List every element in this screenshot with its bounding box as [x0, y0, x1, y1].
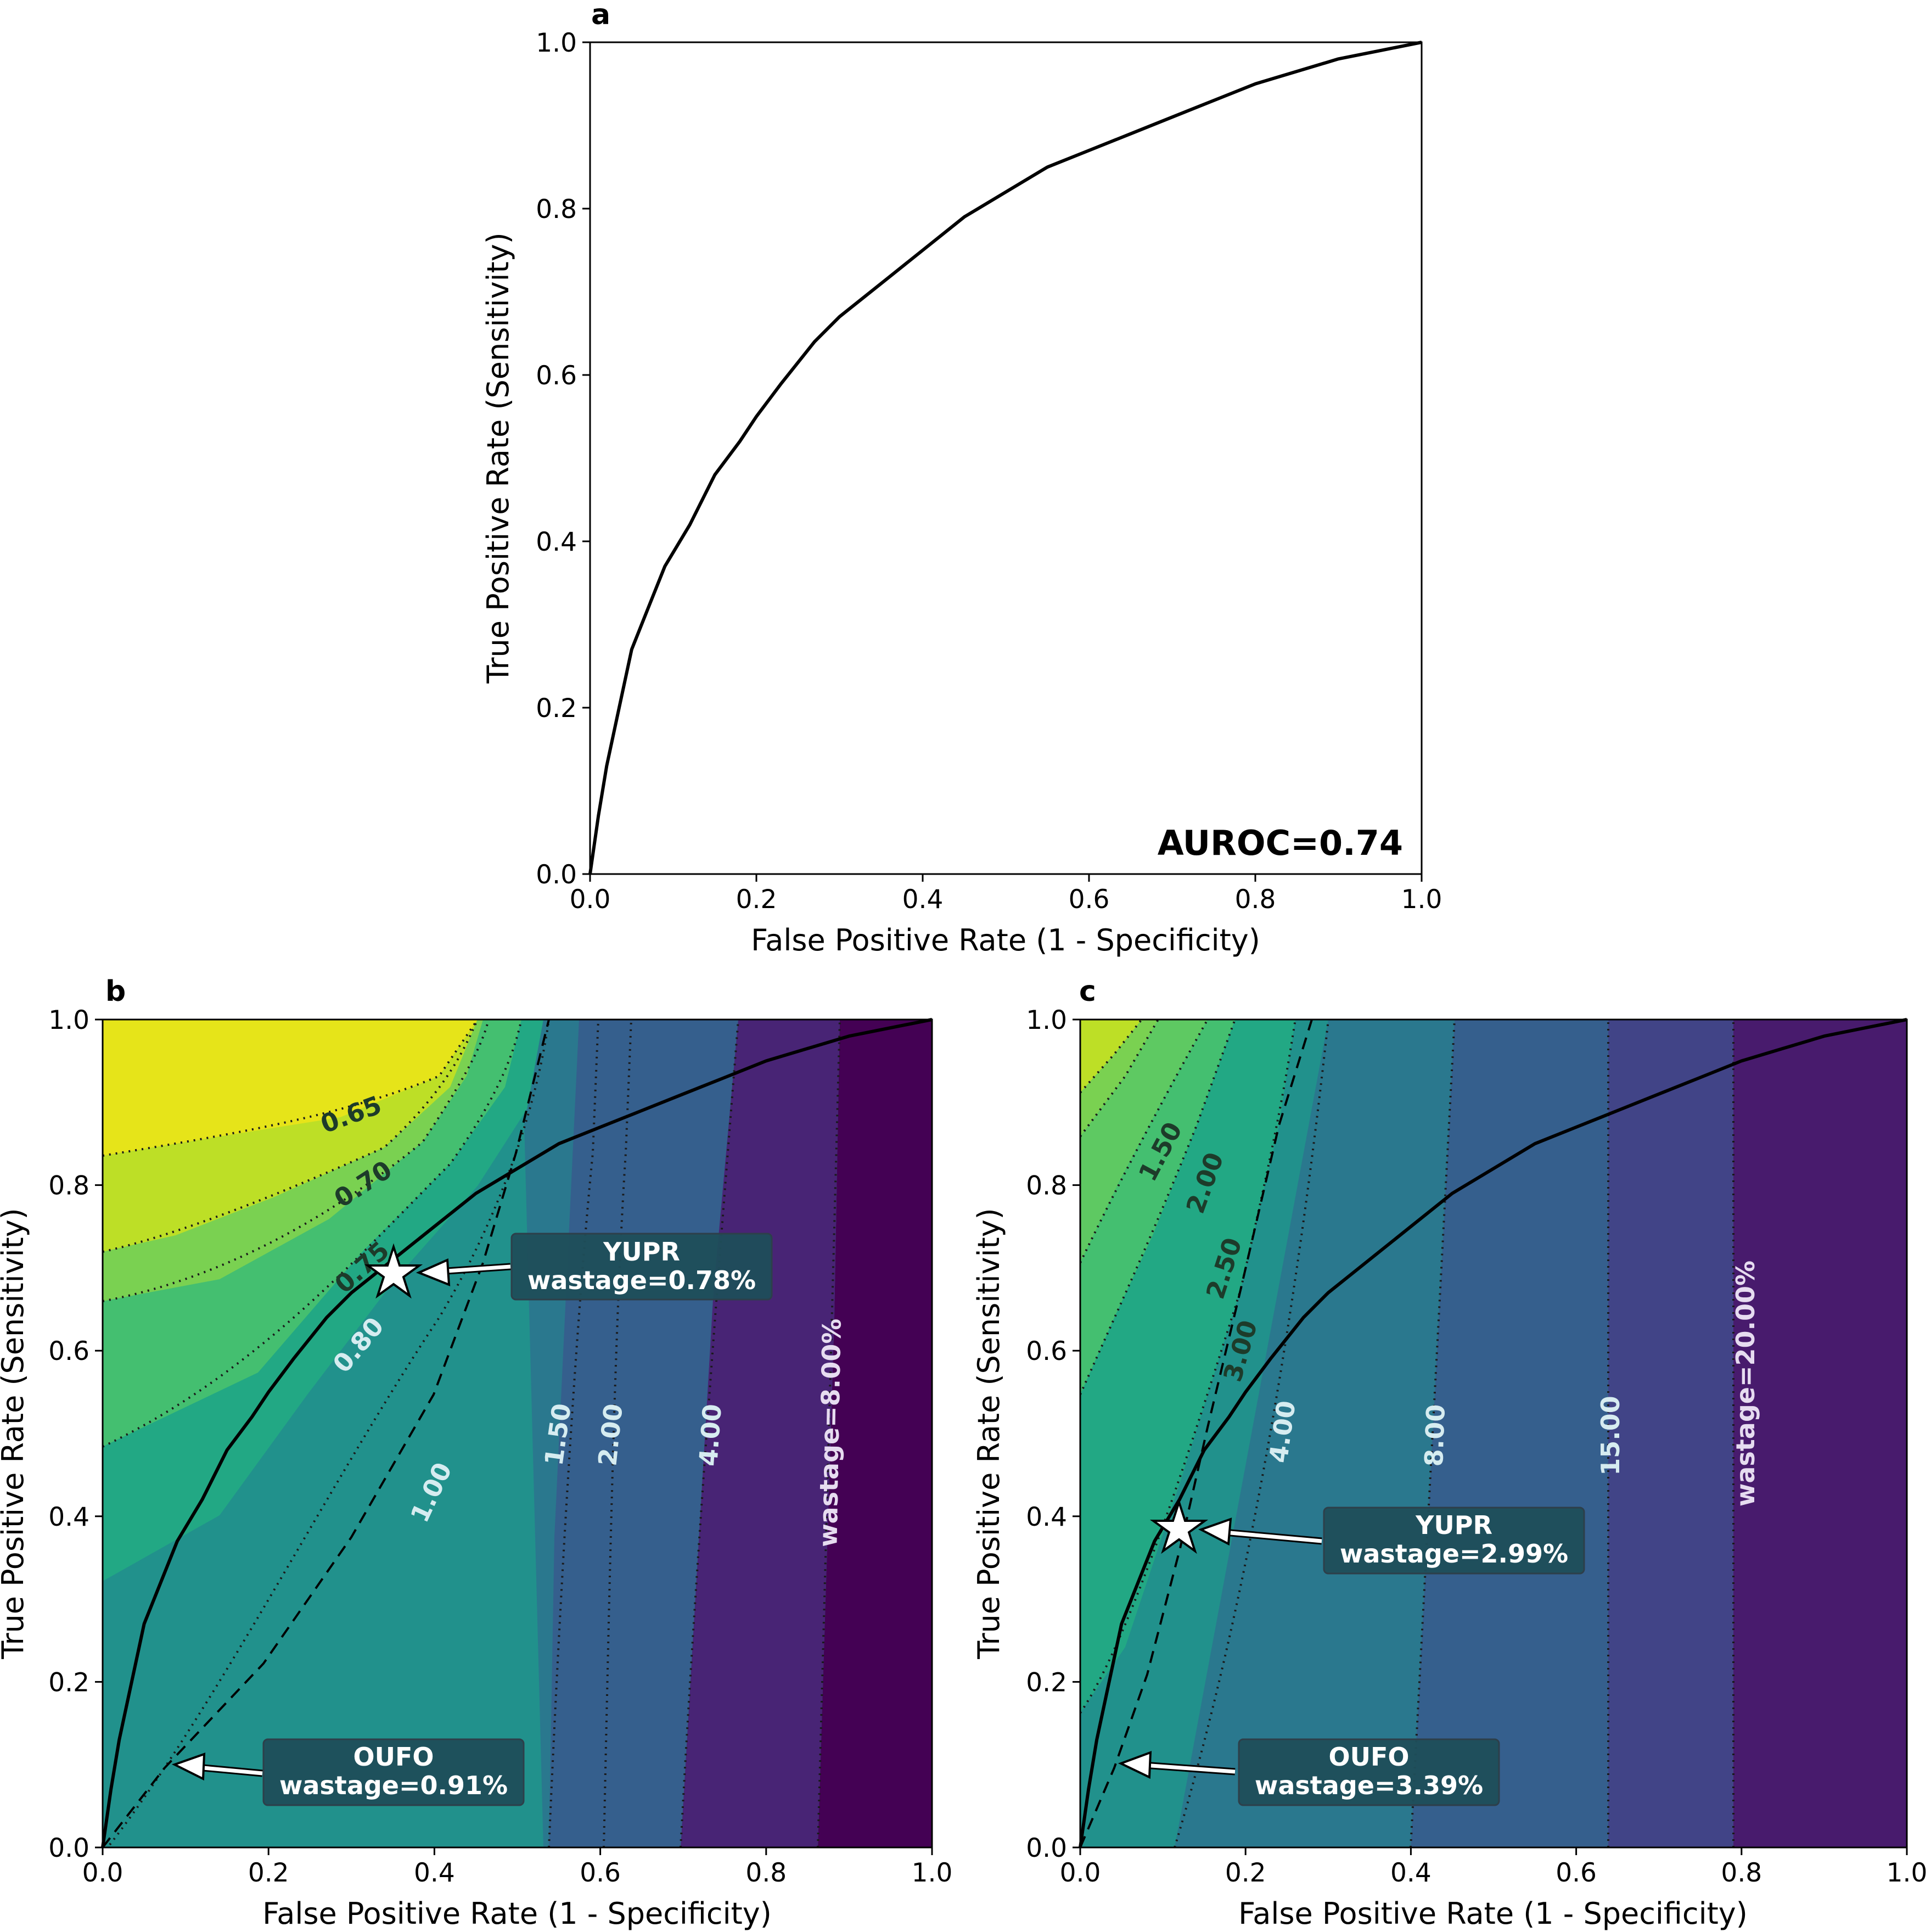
yupr-label: YUPR	[603, 1237, 680, 1267]
panel-a-axes	[589, 41, 1423, 875]
y-tick-label: 0.2	[1026, 1667, 1067, 1698]
panel-b-letter: b	[105, 975, 126, 1008]
x-tick-label: 0.6	[1556, 1858, 1597, 1888]
y-tick-label: 0.8	[536, 194, 577, 225]
panel-c-axes	[1079, 1018, 1908, 1849]
yupr-wastage: wastage=2.99%	[1340, 1539, 1568, 1569]
contour-label: 8.00	[1419, 1404, 1451, 1467]
y-tick-label: 0.2	[536, 693, 577, 724]
y-tick-label: 1.0	[536, 28, 577, 58]
contour-label: 15.00	[1596, 1396, 1625, 1476]
yupr-annotation-c: YUPR wastage=2.99%	[1149, 1498, 1585, 1575]
x-tick-label: 1.0	[1887, 1858, 1928, 1888]
yupr-wastage: wastage=0.78%	[527, 1265, 756, 1295]
panel-a: a 0.0 0.2 0.4 0.6 0.8 1.0 0.0 0.2 0.4 0.6 0.8 1.0 A…	[481, 0, 1442, 957]
x-tick-label: 0.0	[1060, 1858, 1101, 1888]
oufo-label: OUFO	[1329, 1742, 1410, 1772]
oufo-label: OUFO	[353, 1742, 434, 1772]
yupr-star-c	[1149, 1498, 1209, 1554]
x-tick-label: 0.0	[82, 1858, 124, 1888]
panel-b-axes	[102, 1018, 933, 1849]
panel-b-ylabel: True Positive Rate (Sensitivity)	[0, 1208, 30, 1659]
x-tick-label: 0.8	[745, 1858, 787, 1888]
x-tick-label: 0.2	[1225, 1858, 1266, 1888]
auroc-label: AUROC=0.74	[1158, 823, 1403, 863]
y-tick-label: 0.2	[48, 1667, 89, 1698]
panel-c-letter: c	[1079, 975, 1096, 1008]
x-tick-label: 0.8	[1235, 884, 1276, 915]
yupr-star-b	[364, 1243, 423, 1299]
oufo-annotation-c: OUFO wastage=3.39%	[1118, 1738, 1500, 1806]
panel-c-ylabel: True Positive Rate (Sensitivity)	[972, 1208, 1006, 1659]
y-tick-label: 0.8	[1026, 1171, 1067, 1201]
panel-a-letter: a	[591, 0, 610, 31]
x-tick-label: 1.0	[912, 1858, 953, 1888]
x-tick-label: 0.4	[902, 884, 944, 915]
panel-a-ticks: 0.0 0.2 0.4 0.6 0.8 1.0 0.0 0.2 0.4 0.6 0.8 1.0	[536, 28, 1442, 915]
yupr-annotation-b: YUPR wastage=0.78%	[364, 1233, 773, 1301]
x-tick-label: 0.2	[248, 1858, 289, 1888]
contour-label: wastage=20.00%	[1731, 1261, 1760, 1507]
panel-c-xlabel: False Positive Rate (1 - Specificity)	[1238, 1896, 1748, 1931]
contour-label: 2.00	[592, 1402, 628, 1468]
panel-b-ticks: 0.0 0.2 0.4 0.6 0.8 1.0 0.0 0.2 0.4 0.6 0.8 1.0	[48, 1005, 952, 1888]
y-tick-label: 0.4	[48, 1502, 89, 1532]
y-tick-label: 0.8	[48, 1171, 89, 1201]
contour-label: 4.00	[693, 1403, 727, 1467]
x-tick-label: 0.0	[570, 884, 611, 915]
panel-c-contours	[1080, 1020, 1907, 1847]
y-tick-label: 0.6	[48, 1336, 89, 1367]
x-tick-label: 0.2	[736, 884, 777, 915]
panel-b: b	[0, 975, 952, 1931]
x-tick-label: 0.4	[1390, 1858, 1432, 1888]
oufo-wastage: wastage=0.91%	[279, 1771, 508, 1800]
yupr-label: YUPR	[1415, 1510, 1492, 1540]
y-tick-label: 0.4	[536, 527, 577, 557]
y-tick-label: 0.0	[1026, 1833, 1067, 1863]
panel-a-ylabel: True Positive Rate (Sensitivity)	[481, 232, 515, 684]
panel-a-xlabel: False Positive Rate (1 - Specificity)	[751, 923, 1260, 957]
y-tick-label: 1.0	[1026, 1005, 1067, 1035]
y-tick-label: 0.0	[536, 860, 577, 890]
y-tick-label: 1.0	[48, 1005, 89, 1035]
x-tick-label: 1.0	[1401, 884, 1442, 915]
roc-curve-a	[588, 41, 1422, 875]
panel-b-contours	[103, 1020, 932, 1847]
x-tick-label: 0.6	[580, 1858, 621, 1888]
panel-c: c	[972, 975, 1927, 1931]
panel-c-ticks: 0.0 0.2 0.4 0.6 0.8 1.0 0.0 0.2 0.4 0.6 0.8 1.0	[1026, 1005, 1927, 1888]
y-tick-label: 0.6	[536, 361, 577, 391]
roc-curve-b	[101, 1018, 933, 1848]
oufo-annotation-b: OUFO wastage=0.91%	[171, 1738, 525, 1806]
roc-curve-c	[1079, 1018, 1907, 1848]
y-tick-label: 0.6	[1026, 1336, 1067, 1367]
y-tick-label: 0.0	[48, 1833, 89, 1863]
oufo-wastage: wastage=3.39%	[1255, 1771, 1483, 1800]
x-tick-label: 0.4	[414, 1858, 455, 1888]
x-tick-label: 0.8	[1721, 1858, 1762, 1888]
contour-label: wastage=8.00%	[813, 1318, 846, 1547]
panel-b-xlabel: False Positive Rate (1 - Specificity)	[262, 1896, 772, 1931]
x-tick-label: 0.6	[1069, 884, 1110, 915]
y-tick-label: 0.4	[1026, 1502, 1067, 1532]
